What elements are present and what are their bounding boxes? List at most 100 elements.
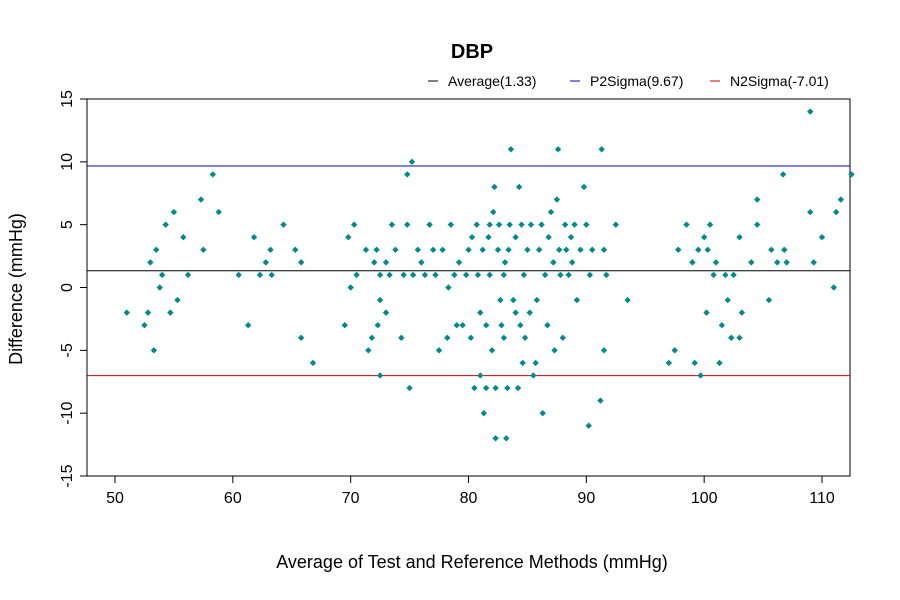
data-point <box>736 234 743 241</box>
data-point <box>268 271 275 279</box>
data-point <box>480 409 488 417</box>
data-point <box>600 246 608 253</box>
data-point <box>568 259 576 266</box>
data-point <box>392 246 399 253</box>
x-tick-label: 70 <box>342 490 360 507</box>
data-point <box>174 296 181 304</box>
data-point <box>162 221 169 228</box>
data-point <box>671 347 678 354</box>
data-point <box>267 246 274 253</box>
data-point <box>571 221 578 228</box>
data-point <box>473 221 480 228</box>
data-point <box>435 347 443 354</box>
data-point <box>491 183 498 191</box>
data-point <box>520 271 528 279</box>
data-point <box>541 271 549 279</box>
legend-label-1: P2Sigma(9.67) <box>590 73 683 89</box>
data-point <box>167 309 174 316</box>
data-point <box>565 271 572 279</box>
data-point <box>524 246 531 253</box>
data-point <box>471 384 478 392</box>
x-tick-label: 60 <box>224 490 242 507</box>
data-point <box>675 246 682 253</box>
data-point <box>444 334 451 341</box>
legend: Average(1.33) P2Sigma(9.67) N2Sigma(-7.01) <box>428 73 829 89</box>
data-point <box>353 271 360 279</box>
y-axis-title: Difference (mmHg) <box>6 213 26 365</box>
data-point <box>479 246 486 253</box>
data-point <box>432 271 439 279</box>
data-point <box>382 259 390 266</box>
data-point <box>492 384 499 392</box>
data-point <box>447 221 455 228</box>
data-point <box>559 334 566 341</box>
data-point <box>467 334 475 341</box>
data-point <box>297 334 305 341</box>
data-point <box>538 221 545 228</box>
data-point <box>518 221 525 228</box>
data-point <box>703 309 710 316</box>
data-point <box>376 271 384 279</box>
data-point <box>429 246 437 253</box>
data-point <box>347 284 354 291</box>
y-tick-label: 15 <box>59 90 76 108</box>
data-point <box>556 246 563 253</box>
y-tick-label: -5 <box>59 343 76 357</box>
x-tick-label: 100 <box>691 490 718 507</box>
data-point <box>765 296 773 304</box>
data-point <box>807 208 814 216</box>
data-point <box>505 246 512 253</box>
data-point <box>691 359 698 367</box>
data-point <box>156 284 163 291</box>
data-point <box>716 359 723 367</box>
data-point <box>474 271 482 279</box>
y-tick-label: 5 <box>59 220 76 229</box>
data-point <box>736 334 743 341</box>
data-point <box>421 271 429 279</box>
data-point <box>418 259 425 266</box>
data-point <box>200 246 207 253</box>
data-point <box>341 322 348 329</box>
data-point <box>830 284 837 291</box>
data-point <box>689 259 696 266</box>
data-point <box>589 246 596 253</box>
data-point <box>468 234 476 241</box>
data-point <box>292 246 299 253</box>
data-point <box>409 271 417 279</box>
data-point <box>426 221 433 228</box>
y-tick-label: -10 <box>59 402 76 425</box>
data-point <box>753 221 761 228</box>
reference-lines <box>87 165 850 377</box>
data-point <box>536 246 543 253</box>
data-point <box>728 334 735 341</box>
data-point <box>577 246 584 253</box>
data-point <box>544 322 551 329</box>
data-point <box>141 322 148 329</box>
data-point <box>603 271 610 279</box>
data-point <box>209 171 217 178</box>
data-point <box>718 322 726 329</box>
data-point <box>250 234 258 241</box>
data-point <box>573 296 581 304</box>
data-point <box>482 322 490 329</box>
data-point <box>710 271 717 279</box>
data-point <box>585 422 592 429</box>
data-point <box>580 183 588 191</box>
data-point <box>597 397 604 404</box>
y-tick-label: -15 <box>59 464 76 487</box>
data-point <box>498 322 505 329</box>
data-point <box>345 234 352 241</box>
data-point <box>150 347 158 354</box>
data-point <box>712 259 720 266</box>
data-point <box>533 296 541 304</box>
data-point <box>730 271 737 279</box>
data-point <box>453 322 460 329</box>
legend-label-0: Average(1.33) <box>448 73 536 89</box>
data-point <box>374 322 381 329</box>
data-point <box>526 309 533 316</box>
data-point <box>280 221 287 228</box>
data-point <box>406 384 413 392</box>
data-point <box>683 221 690 228</box>
chart-title: DBP <box>451 41 493 63</box>
